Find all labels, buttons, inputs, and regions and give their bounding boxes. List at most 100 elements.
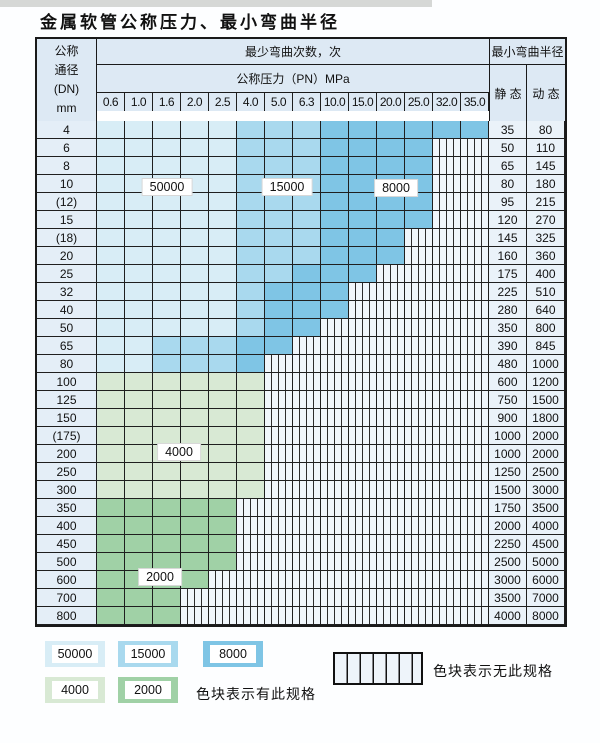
dn-cell: 700 [37,589,97,607]
pressure-header-cell: 1.6 [153,93,181,111]
spec-cell [321,427,349,445]
spec-cell [433,211,461,229]
spec-cell [377,607,405,625]
dn-header-line: 通径 [54,63,79,77]
spec-cell [405,139,433,157]
spec-cell [349,121,377,139]
spec-cell [461,193,489,211]
spec-cell [349,247,377,265]
spec-cell [321,337,349,355]
legend-swatch-50000: 50000 [45,641,105,667]
spec-cell [293,211,321,229]
table-row: 10 80 180 [37,175,565,193]
spec-cell [321,445,349,463]
spec-cell [125,193,153,211]
table-row: (12) 95 215 [37,193,565,211]
spec-cell [97,499,125,517]
spec-cell [125,247,153,265]
dynamic-radius-cell: 2000 [527,445,565,463]
spec-cell [321,229,349,247]
spec-cell [125,535,153,553]
spec-cell [209,247,237,265]
spec-cell [181,157,209,175]
table-row: (175) 1000 2000 [37,427,565,445]
spec-cell [405,319,433,337]
spec-cell [433,265,461,283]
spec-cell [349,517,377,535]
spec-cell [405,373,433,391]
spec-cell [377,571,405,589]
spec-cell [433,229,461,247]
spec-cell [349,553,377,571]
spec-cell [349,481,377,499]
spec-cell [181,391,209,409]
static-radius-cell: 120 [489,211,527,229]
spec-cell [405,481,433,499]
spec-cell [209,481,237,499]
spec-cell [153,373,181,391]
spec-cell [433,121,461,139]
pressure-header-cell: 25.0 [405,93,433,111]
spec-cell [153,337,181,355]
dynamic-radius-cell: 6000 [527,571,565,589]
dynamic-radius-cell: 1200 [527,373,565,391]
region-label: 2000 [139,569,181,585]
dynamic-radius-cell: 510 [527,283,565,301]
spec-cell [265,517,293,535]
spec-cell [293,139,321,157]
dynamic-radius-cell: 325 [527,229,565,247]
spec-cell [349,139,377,157]
spec-cell [153,283,181,301]
spec-cell [377,211,405,229]
spec-cell [433,445,461,463]
spec-cell [349,265,377,283]
static-radius-cell: 2500 [489,553,527,571]
spec-cell [265,139,293,157]
spec-table: 公称 通径 (DN) mm 最少弯曲次数，次 最小弯曲半径 公称压力（PN）MPa 静… [35,37,567,627]
spec-cell [377,337,405,355]
spec-cell [97,157,125,175]
spec-cell [237,589,265,607]
spec-cell [461,535,489,553]
pressure-header-cell: 2.5 [209,93,237,111]
spec-cell [433,571,461,589]
region-label: 50000 [142,179,192,195]
spec-cell [293,373,321,391]
spec-cell [265,157,293,175]
spec-cell [293,445,321,463]
pressure-header-cell: 1.0 [125,93,153,111]
spec-cell [349,589,377,607]
spec-cell [125,283,153,301]
dynamic-radius-cell: 180 [527,175,565,193]
spec-cell [265,427,293,445]
dynamic-radius-cell: 215 [527,193,565,211]
spec-cell [377,445,405,463]
spec-cell [321,139,349,157]
spec-cell [293,427,321,445]
dn-cell: 300 [37,481,97,499]
spec-cell [405,121,433,139]
dynamic-column-header: 动 态 [527,65,565,121]
spec-cell [153,121,181,139]
spec-cell [321,247,349,265]
spec-cell [181,283,209,301]
table-row: 350 1750 3500 [37,499,565,517]
spec-cell [321,553,349,571]
dynamic-radius-cell: 4000 [527,517,565,535]
dn-cell: 10 [37,175,97,193]
spec-cell [321,283,349,301]
spec-cell [293,553,321,571]
spec-cell [293,319,321,337]
spec-cell [237,229,265,247]
spec-cell [433,499,461,517]
spec-cell [377,535,405,553]
spec-cell [461,337,489,355]
spec-cell [125,121,153,139]
dynamic-radius-cell: 3500 [527,499,565,517]
spec-cell [181,139,209,157]
spec-cell [209,355,237,373]
static-radius-cell: 2250 [489,535,527,553]
pressure-header-cell: 2.0 [181,93,209,111]
spec-cell [321,481,349,499]
pressure-header-cell: 10.0 [321,93,349,111]
